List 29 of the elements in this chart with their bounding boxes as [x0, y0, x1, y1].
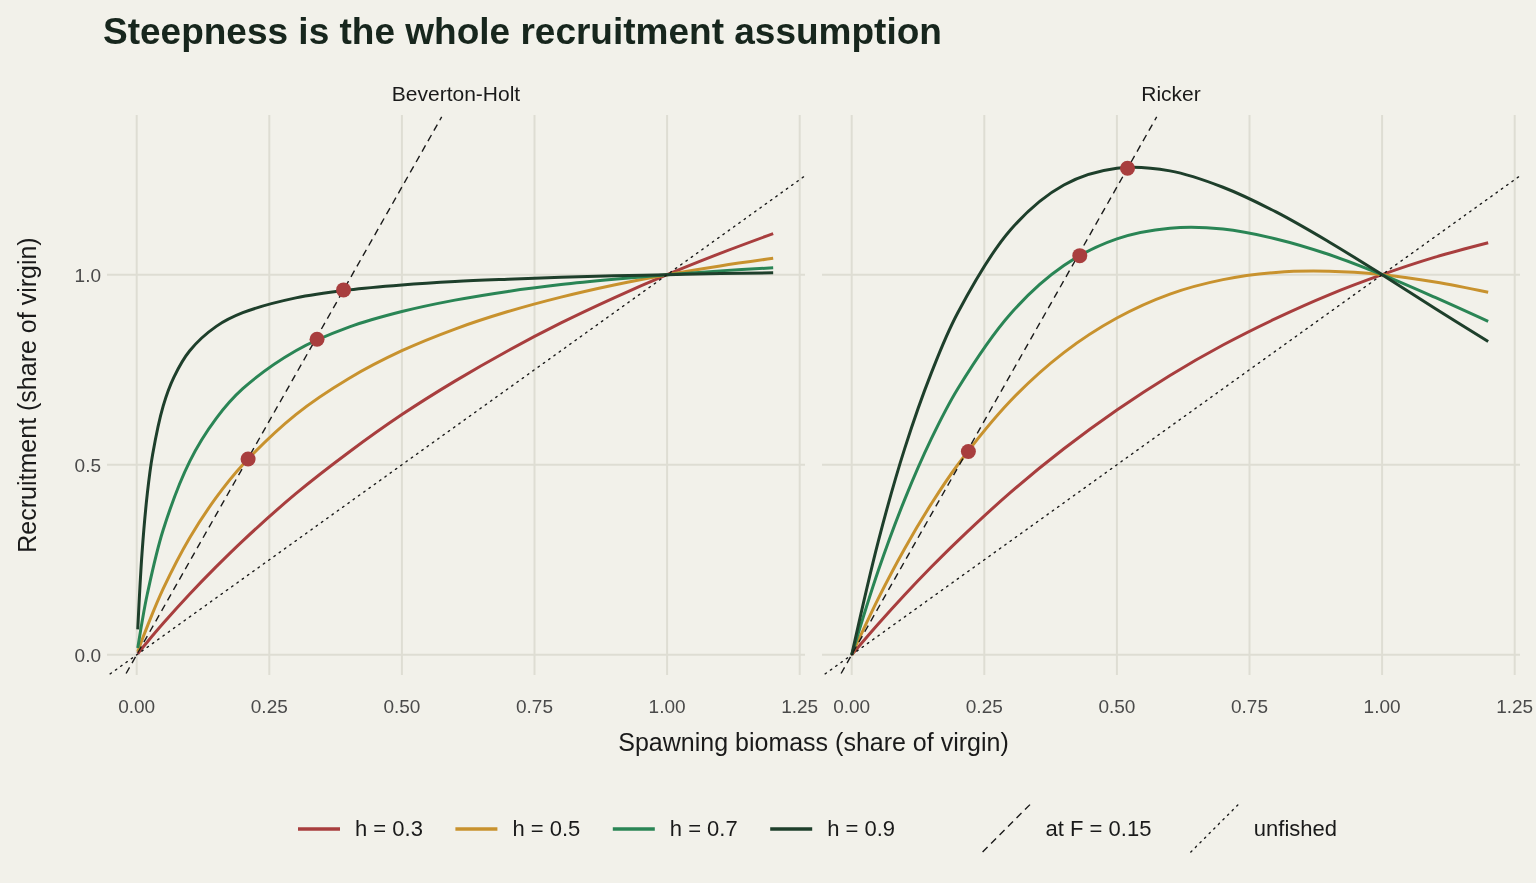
x-tick-label: 0.25: [250, 696, 288, 717]
x-tick-label: 1.25: [781, 696, 819, 717]
legend-label: h = 0.7: [669, 816, 738, 841]
x-tick-label: 0.00: [833, 696, 871, 717]
y-tick-label: 0.0: [74, 644, 101, 666]
legend-label: h = 0.3: [355, 816, 423, 841]
x-tick-label: 1.00: [648, 696, 686, 717]
point: [336, 282, 352, 298]
x-axis-title: Spawning biomass (share of virgin): [618, 728, 1009, 756]
y-axis-title: Recruitment (share of virgin): [13, 237, 41, 553]
legend-label: h = 0.9: [827, 816, 896, 841]
x-tick-label: 1.25: [1496, 696, 1534, 717]
legend-label: at F = 0.15: [1045, 816, 1152, 841]
x-tick-label: 0.00: [118, 696, 156, 717]
y-tick-label: 1.0: [74, 264, 101, 286]
legend-label: unfished: [1253, 816, 1337, 841]
chart-subtitle: Ricker: [1141, 82, 1201, 105]
legend-label: h = 0.5: [512, 816, 581, 841]
point: [309, 331, 325, 347]
x-tick-label: 0.50: [1098, 696, 1136, 717]
x-tick-label: 1.00: [1363, 696, 1401, 717]
chart-subtitle: Beverton-Holt: [391, 82, 521, 105]
x-tick-label: 0.75: [516, 696, 553, 717]
point: [240, 451, 256, 467]
y-tick-label: 0.5: [74, 454, 101, 476]
x-tick-label: 0.75: [1231, 696, 1268, 717]
chart-title: Steepness is the whole recruitment assumption: [103, 11, 942, 52]
x-tick-label: 0.50: [383, 696, 421, 717]
x-tick-label: 0.25: [965, 696, 1003, 717]
